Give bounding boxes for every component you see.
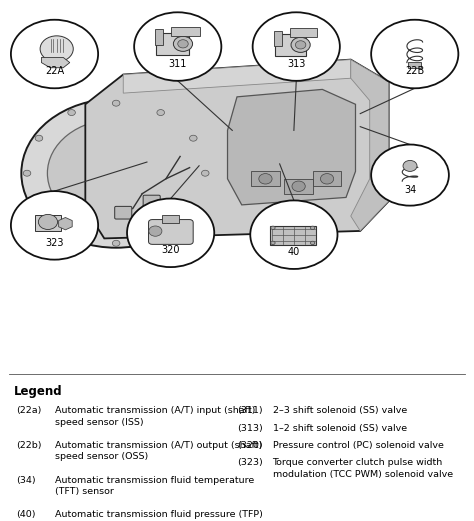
Text: Automatic transmission fluid pressure (TFP)
manual valve position switch: Automatic transmission fluid pressure (T… <box>55 511 263 521</box>
FancyBboxPatch shape <box>148 219 193 244</box>
Circle shape <box>90 153 142 194</box>
Text: (311): (311) <box>237 406 263 415</box>
Text: (323): (323) <box>237 458 263 467</box>
Text: (313): (313) <box>237 424 263 432</box>
Bar <box>155 29 163 45</box>
Circle shape <box>173 36 192 52</box>
Text: (40): (40) <box>17 511 36 519</box>
Circle shape <box>11 20 98 88</box>
Text: 34: 34 <box>404 185 416 195</box>
Circle shape <box>127 199 214 267</box>
Text: 313: 313 <box>287 59 305 69</box>
Text: Pressure control (PC) solenoid valve: Pressure control (PC) solenoid valve <box>273 441 443 450</box>
Circle shape <box>35 135 43 141</box>
Polygon shape <box>351 59 389 231</box>
Circle shape <box>190 135 197 141</box>
Circle shape <box>310 241 315 245</box>
Circle shape <box>112 240 120 246</box>
Bar <box>156 33 189 55</box>
Text: 323: 323 <box>45 238 64 247</box>
FancyBboxPatch shape <box>143 195 160 208</box>
Text: 320: 320 <box>161 245 180 255</box>
Circle shape <box>68 231 75 237</box>
Text: Torque converter clutch pulse width
modulation (TCC PWM) solenoid valve: Torque converter clutch pulse width modu… <box>273 458 453 479</box>
Text: 2–3 shift solenoid (SS) valve: 2–3 shift solenoid (SS) valve <box>273 406 407 415</box>
Bar <box>251 171 280 187</box>
Circle shape <box>157 109 164 116</box>
Polygon shape <box>41 57 70 68</box>
Bar <box>408 62 421 68</box>
Circle shape <box>23 170 31 176</box>
Bar <box>270 226 316 245</box>
Polygon shape <box>59 217 72 230</box>
Circle shape <box>157 231 164 237</box>
Text: (320): (320) <box>237 441 263 450</box>
Text: 22A: 22A <box>45 66 64 76</box>
Text: (22b): (22b) <box>17 441 42 450</box>
Circle shape <box>21 98 211 247</box>
Circle shape <box>134 13 221 81</box>
Text: Automatic transmission (A/T) input (shaft)
speed sensor (ISS): Automatic transmission (A/T) input (shaf… <box>55 406 255 427</box>
Circle shape <box>112 100 120 106</box>
FancyBboxPatch shape <box>115 206 132 219</box>
Circle shape <box>271 241 275 245</box>
Text: Automatic transmission fluid temperature
(TFT) sensor: Automatic transmission fluid temperature… <box>55 476 254 496</box>
Polygon shape <box>228 90 356 205</box>
Text: 1–2 shift solenoid (SS) valve: 1–2 shift solenoid (SS) valve <box>273 424 407 432</box>
Bar <box>171 27 200 36</box>
Circle shape <box>104 164 128 182</box>
Circle shape <box>295 41 306 49</box>
Circle shape <box>291 38 310 53</box>
Circle shape <box>149 226 162 236</box>
Circle shape <box>38 215 57 229</box>
Circle shape <box>11 191 98 259</box>
Text: 40: 40 <box>288 247 300 257</box>
Bar <box>313 171 341 187</box>
Circle shape <box>320 173 334 184</box>
Circle shape <box>271 226 275 230</box>
Circle shape <box>371 20 458 88</box>
Polygon shape <box>123 59 351 93</box>
Bar <box>274 31 283 46</box>
Text: (22a): (22a) <box>17 406 42 415</box>
Circle shape <box>68 109 75 116</box>
Circle shape <box>310 226 315 230</box>
Circle shape <box>292 181 305 192</box>
Polygon shape <box>85 59 389 239</box>
Bar <box>275 34 306 56</box>
Text: 22B: 22B <box>405 66 424 76</box>
Text: Automatic transmission (A/T) output (shaft)
speed sensor (OSS): Automatic transmission (A/T) output (sha… <box>55 441 262 462</box>
Text: Legend: Legend <box>14 385 63 398</box>
Bar <box>35 215 61 230</box>
Circle shape <box>403 160 417 171</box>
Circle shape <box>259 173 272 184</box>
Text: 311: 311 <box>169 59 187 69</box>
Circle shape <box>371 144 449 206</box>
Circle shape <box>190 205 197 211</box>
Text: (34): (34) <box>17 476 36 485</box>
Circle shape <box>253 13 340 81</box>
Circle shape <box>40 36 73 62</box>
Circle shape <box>178 40 188 48</box>
Bar <box>284 179 313 194</box>
Circle shape <box>201 170 209 176</box>
Bar <box>290 28 317 37</box>
Bar <box>162 215 179 222</box>
Circle shape <box>47 119 185 227</box>
Circle shape <box>35 205 43 211</box>
Circle shape <box>250 201 337 269</box>
